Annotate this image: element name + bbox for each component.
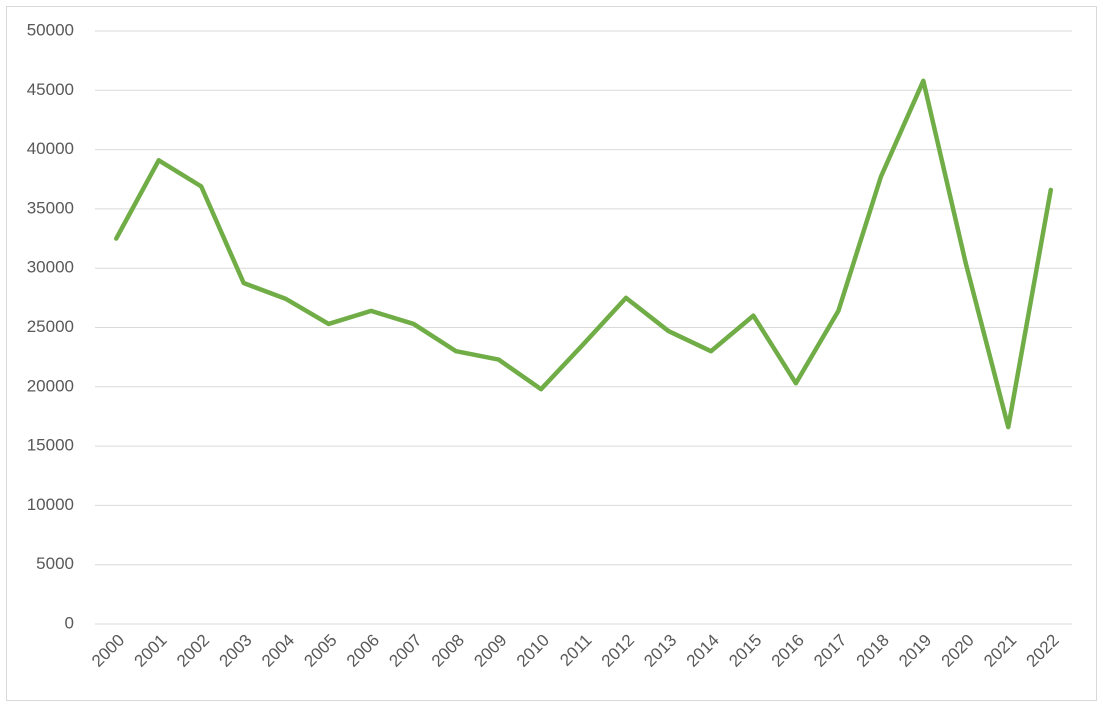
y-tick-label: 30000 xyxy=(27,258,74,277)
y-tick-label: 5000 xyxy=(36,554,74,573)
y-tick-label: 35000 xyxy=(27,198,74,217)
y-tick-label: 40000 xyxy=(27,139,74,158)
data-line xyxy=(113,78,1054,430)
y-tick-label: 50000 xyxy=(27,20,74,39)
y-tick-label: 20000 xyxy=(27,376,74,395)
chart-border xyxy=(6,6,1097,701)
y-tick-label: 45000 xyxy=(27,80,74,99)
y-tick-label: 0 xyxy=(65,613,74,632)
y-tick-label: 15000 xyxy=(27,436,74,455)
y-tick-label: 25000 xyxy=(27,317,74,336)
y-tick-label: 10000 xyxy=(27,495,74,514)
